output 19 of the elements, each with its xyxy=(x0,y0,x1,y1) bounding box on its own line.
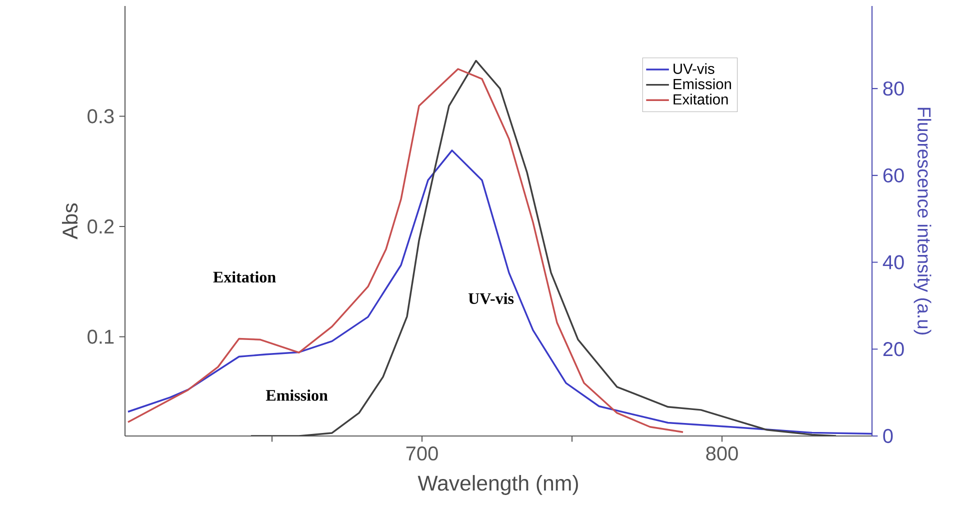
x-axis-title: Wavelength (nm) xyxy=(418,475,578,495)
x-tick-label: 800 xyxy=(706,446,738,461)
legend-label: Exitation xyxy=(674,94,728,105)
y2-tick-label: 40 xyxy=(882,255,904,270)
y2-tick-label: 80 xyxy=(883,81,904,96)
y-axis-title: Abs xyxy=(62,203,78,240)
annotation: UV-vis xyxy=(468,292,514,304)
legend-label: UV-vis xyxy=(674,63,714,74)
legend-label: Emission xyxy=(674,78,731,90)
annotation: Emission xyxy=(266,390,328,401)
y-tick-label: 0.1 xyxy=(88,330,114,344)
y2-axis-title: Fluorescence intensity (a.u) xyxy=(914,108,932,334)
x-tick-label: 700 xyxy=(406,446,438,461)
y2-tick-label: 60 xyxy=(883,168,904,182)
y-tick-label: 0.2 xyxy=(88,219,114,234)
y2-tick-label: 20 xyxy=(883,342,904,356)
y-tick-label: 0.3 xyxy=(88,109,114,124)
annotation: Exitation xyxy=(213,271,276,283)
y2-tick-label: 0 xyxy=(883,428,893,444)
